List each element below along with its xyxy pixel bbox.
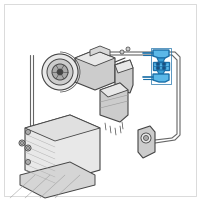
Polygon shape bbox=[153, 62, 169, 70]
Circle shape bbox=[156, 66, 160, 70]
Circle shape bbox=[162, 62, 166, 66]
Polygon shape bbox=[115, 60, 133, 73]
Bar bbox=[151, 48, 171, 84]
Polygon shape bbox=[100, 83, 128, 97]
Circle shape bbox=[42, 54, 78, 90]
Polygon shape bbox=[138, 126, 155, 158]
Circle shape bbox=[156, 62, 160, 66]
Circle shape bbox=[47, 59, 73, 85]
Polygon shape bbox=[100, 83, 128, 122]
Circle shape bbox=[19, 140, 25, 146]
Polygon shape bbox=[157, 58, 165, 62]
Circle shape bbox=[21, 142, 24, 144]
Circle shape bbox=[162, 66, 166, 70]
Polygon shape bbox=[153, 50, 169, 58]
Circle shape bbox=[57, 69, 63, 75]
Polygon shape bbox=[157, 70, 165, 74]
Circle shape bbox=[52, 64, 68, 80]
Polygon shape bbox=[25, 115, 100, 183]
Circle shape bbox=[26, 130, 30, 134]
Circle shape bbox=[26, 146, 30, 150]
Polygon shape bbox=[75, 50, 115, 66]
Polygon shape bbox=[25, 115, 100, 141]
Polygon shape bbox=[153, 74, 169, 82]
Polygon shape bbox=[90, 46, 110, 56]
Circle shape bbox=[26, 160, 30, 164]
Circle shape bbox=[141, 133, 151, 143]
Circle shape bbox=[126, 47, 130, 51]
Polygon shape bbox=[20, 162, 95, 198]
Polygon shape bbox=[115, 60, 133, 93]
Circle shape bbox=[25, 145, 31, 151]
Circle shape bbox=[120, 50, 124, 54]
Circle shape bbox=[144, 136, 148, 140]
Polygon shape bbox=[75, 50, 115, 90]
